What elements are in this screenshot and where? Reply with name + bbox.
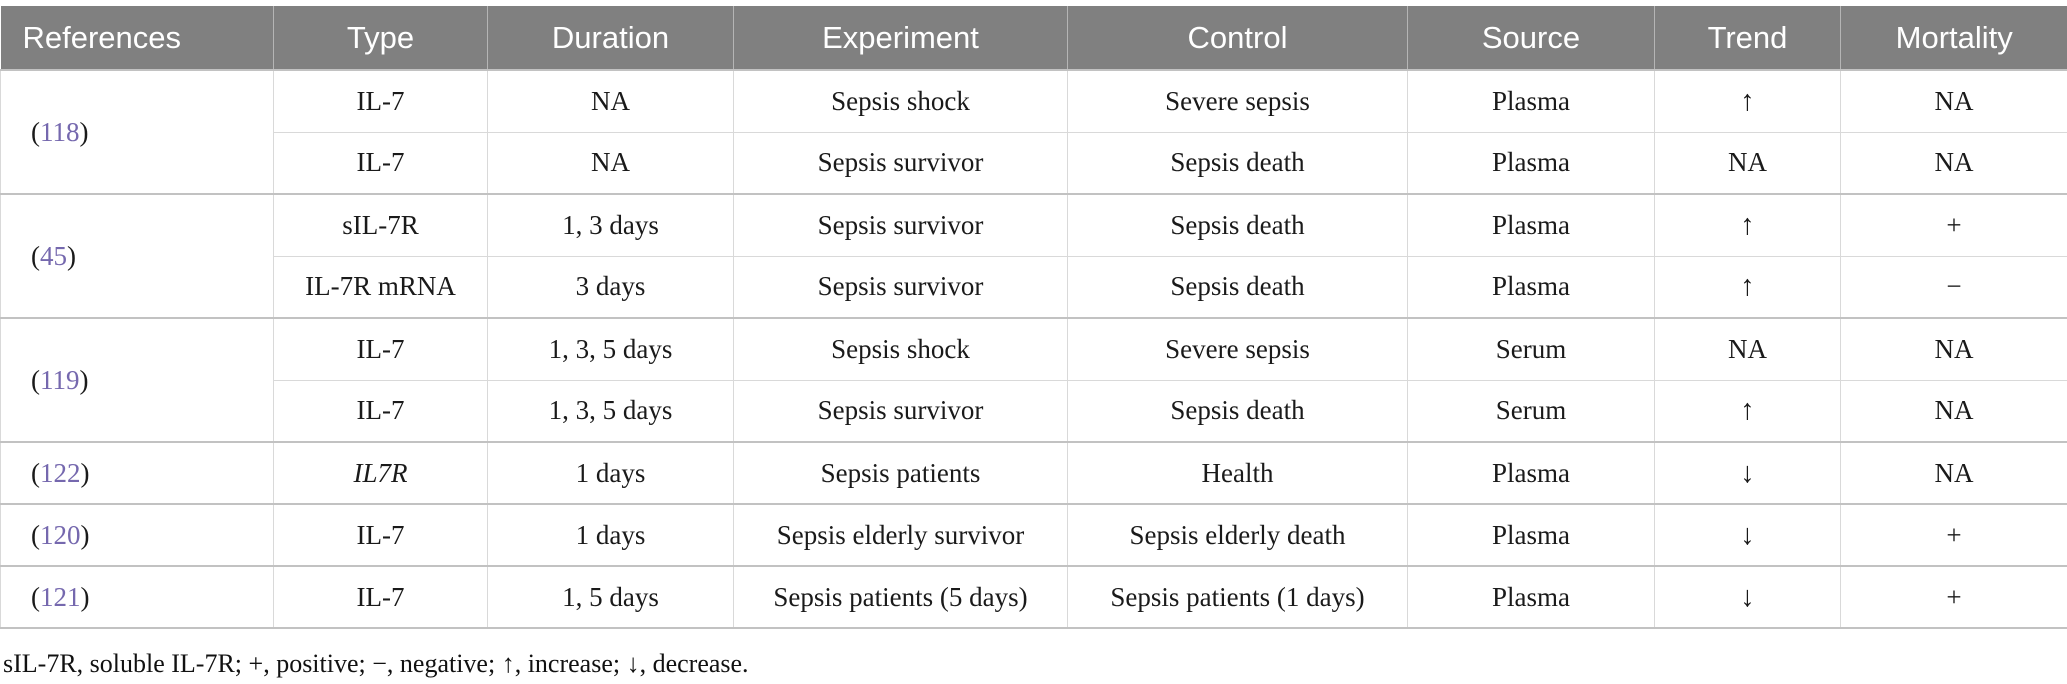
trend-cell: ↓ <box>1654 441 1841 505</box>
reference-cell: (45) <box>0 193 274 319</box>
column-header-experiment: Experiment <box>733 6 1068 70</box>
type-cell: IL-7 <box>273 131 488 195</box>
source-cell: Serum <box>1407 379 1655 443</box>
duration-cell: NA <box>487 69 734 133</box>
control-cell: Health <box>1067 441 1408 505</box>
column-header-mortality: Mortality <box>1840 6 2067 70</box>
experiment-cell: Sepsis shock <box>733 317 1068 381</box>
table-header: References Type Duration Experiment Cont… <box>0 6 2067 70</box>
column-header-trend: Trend <box>1654 6 1841 70</box>
reference-link[interactable]: 121 <box>40 581 81 612</box>
reference-link[interactable]: 119 <box>40 364 80 395</box>
type-cell: IL-7 <box>273 69 488 133</box>
reference-link[interactable]: 45 <box>40 240 67 271</box>
trend-cell: ↑ <box>1654 193 1841 257</box>
source-cell: Plasma <box>1407 131 1655 195</box>
mortality-cell: NA <box>1840 379 2067 443</box>
trend-cell: ↑ <box>1654 69 1841 133</box>
mortality-cell: NA <box>1840 131 2067 195</box>
type-cell: IL-7 <box>273 379 488 443</box>
reference-cell: (120) <box>0 503 274 567</box>
control-cell: Sepsis death <box>1067 379 1408 443</box>
table-row: IL-7 1, 3, 5 days Sepsis survivor Sepsis de… <box>1 379 2067 443</box>
control-cell: Sepsis elderly death <box>1067 503 1408 567</box>
source-cell: Plasma <box>1407 255 1655 319</box>
table-row: IL-7 NA Sepsis survivor Sepsis death Plasma N… <box>1 131 2067 195</box>
table-row: (45) sIL-7R 1, 3 days Sepsis survivor Sepsis… <box>0 193 2067 319</box>
mortality-cell: NA <box>1840 317 2067 381</box>
type-cell: IL7R <box>273 441 488 505</box>
experiment-cell: Sepsis elderly survivor <box>733 503 1068 567</box>
trend-cell: NA <box>1654 131 1841 195</box>
experiment-cell: Sepsis shock <box>733 69 1068 133</box>
table-row: (121) IL-7 1, 5 days Sepsis patients (5 day… <box>0 565 2067 629</box>
trend-cell: ↑ <box>1654 255 1841 319</box>
experiment-cell: Sepsis survivor <box>733 131 1068 195</box>
duration-cell: 1 days <box>487 503 734 567</box>
type-cell: IL-7 <box>273 565 488 629</box>
reference-cell: (119) <box>0 317 274 443</box>
control-cell: Sepsis death <box>1067 131 1408 195</box>
duration-cell: 3 days <box>487 255 734 319</box>
mortality-cell: + <box>1840 503 2067 567</box>
source-cell: Serum <box>1407 317 1655 381</box>
experiment-cell: Sepsis survivor <box>733 193 1068 257</box>
il7-sepsis-studies-table: References Type Duration Experiment Cont… <box>0 6 2067 629</box>
duration-cell: 1, 3, 5 days <box>487 317 734 381</box>
column-header-control: Control <box>1067 6 1408 70</box>
trend-cell: ↓ <box>1654 565 1841 629</box>
mortality-cell: NA <box>1840 441 2067 505</box>
mortality-cell: − <box>1840 255 2067 319</box>
reference-cell: (121) <box>0 565 274 629</box>
table-row: IL-7R mRNA 3 days Sepsis survivor Sepsis de… <box>1 255 2067 319</box>
experiment-cell: Sepsis survivor <box>733 255 1068 319</box>
mortality-cell: + <box>1840 193 2067 257</box>
header-row: References Type Duration Experiment Cont… <box>0 6 2067 70</box>
duration-cell: 1, 3, 5 days <box>487 379 734 443</box>
experiment-cell: Sepsis survivor <box>733 379 1068 443</box>
trend-cell: ↑ <box>1654 379 1841 443</box>
reference-cell: (122) <box>0 441 274 505</box>
type-cell: IL-7 <box>273 503 488 567</box>
source-cell: Plasma <box>1407 441 1655 505</box>
type-cell: IL-7 <box>273 317 488 381</box>
experiment-cell: Sepsis patients <box>733 441 1068 505</box>
table-row: (120) IL-7 1 days Sepsis elderly survivor Se… <box>0 503 2067 567</box>
duration-cell: 1 days <box>487 441 734 505</box>
reference-link[interactable]: 122 <box>40 457 81 488</box>
reference-cell: (118) <box>0 69 274 195</box>
control-cell: Severe sepsis <box>1067 317 1408 381</box>
column-header-source: Source <box>1407 6 1655 70</box>
type-cell: sIL-7R <box>273 193 488 257</box>
control-cell: Sepsis patients (1 days) <box>1067 565 1408 629</box>
experiment-cell: Sepsis patients (5 days) <box>733 565 1068 629</box>
table-footnote: sIL-7R, soluble IL-7R; +, positive; −, n… <box>3 649 749 678</box>
trend-cell: ↓ <box>1654 503 1841 567</box>
table-row: (119) IL-7 1, 3, 5 days Sepsis shock Severe … <box>0 317 2067 443</box>
control-cell: Sepsis death <box>1067 193 1408 257</box>
column-header-duration: Duration <box>487 6 734 70</box>
mortality-cell: NA <box>1840 69 2067 133</box>
control-cell: Severe sepsis <box>1067 69 1408 133</box>
mortality-cell: + <box>1840 565 2067 629</box>
trend-cell: NA <box>1654 317 1841 381</box>
duration-cell: 1, 5 days <box>487 565 734 629</box>
source-cell: Plasma <box>1407 69 1655 133</box>
duration-cell: NA <box>487 131 734 195</box>
reference-link[interactable]: 118 <box>40 116 80 147</box>
source-cell: Plasma <box>1407 193 1655 257</box>
column-header-type: Type <box>273 6 488 70</box>
source-cell: Plasma <box>1407 503 1655 567</box>
reference-link[interactable]: 120 <box>40 519 81 550</box>
table-row: (122) IL7R 1 days Sepsis patients Health Plas… <box>0 441 2067 505</box>
table-body: (118) IL-7 NA Sepsis shock Severe sepsis Plas… <box>0 69 2067 629</box>
table-row: (118) IL-7 NA Sepsis shock Severe sepsis Plas… <box>0 69 2067 195</box>
control-cell: Sepsis death <box>1067 255 1408 319</box>
column-header-references: References <box>0 6 274 70</box>
duration-cell: 1, 3 days <box>487 193 734 257</box>
source-cell: Plasma <box>1407 565 1655 629</box>
type-cell: IL-7R mRNA <box>273 255 488 319</box>
